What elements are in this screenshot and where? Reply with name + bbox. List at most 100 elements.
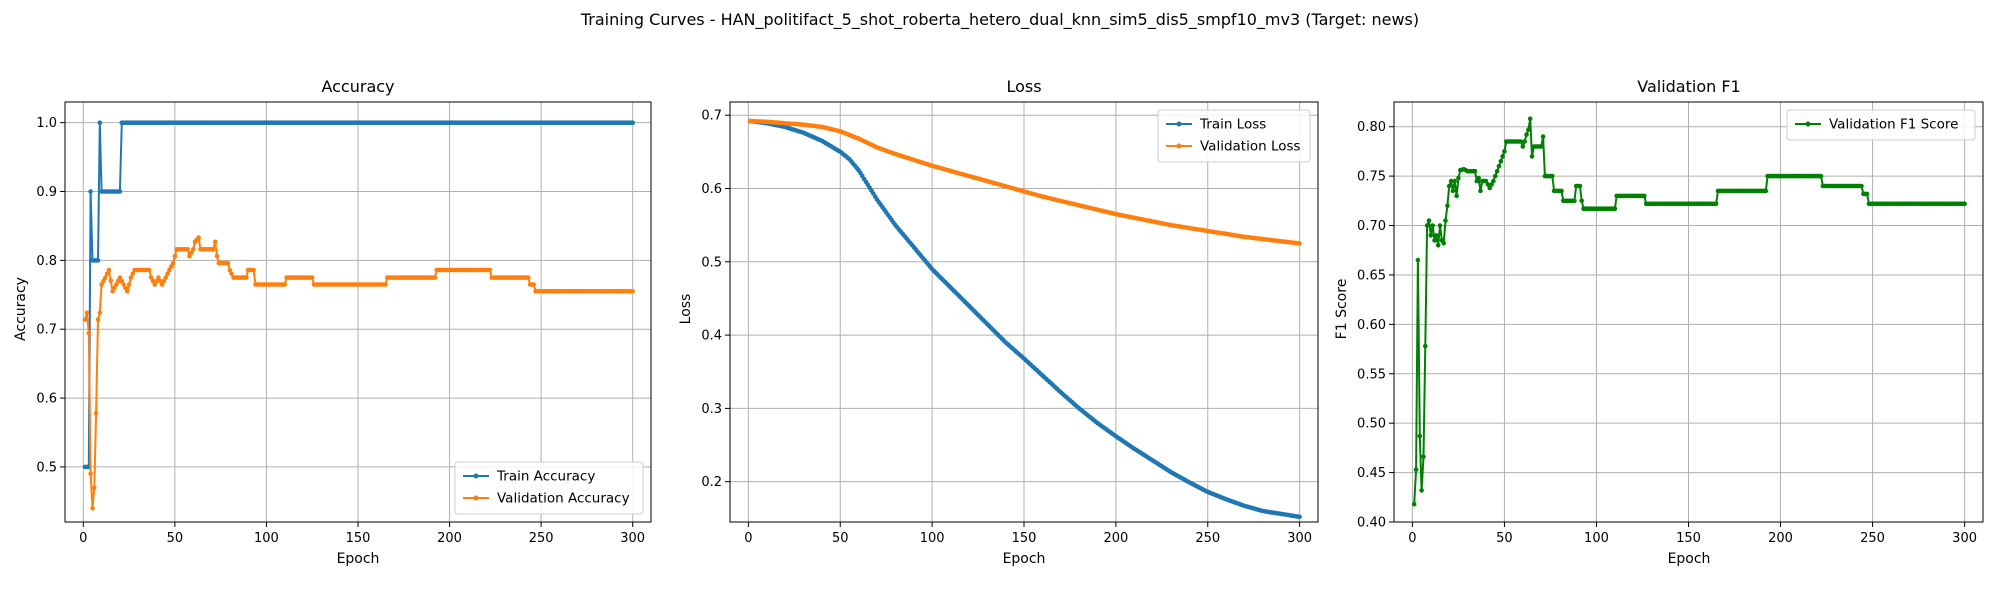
- accuracy-series-1-point: [214, 253, 220, 259]
- accuracy-series-1-point: [159, 282, 165, 287]
- accuracy-series-1-point: [112, 285, 117, 291]
- loss-legend-box: [1157, 109, 1311, 163]
- f1-series-0-point: [1962, 201, 1967, 207]
- accuracy-series-1-point: [212, 239, 218, 245]
- f1-series-0-point: [1452, 178, 1457, 184]
- accuracy-series-1-point: [170, 260, 176, 266]
- loss-panel: Loss Epoch Loss 0 50 100 150 200 250 300 0.2 0.3…: [678, 77, 1319, 567]
- accuracy-series-1-point: [104, 271, 110, 277]
- accuracy-series-1-point: [229, 271, 234, 277]
- f1-series-0-point: [1559, 188, 1564, 194]
- f1-series-0-point: [1550, 173, 1555, 179]
- accuracy-series-1-point: [168, 264, 174, 269]
- loss-legend-marker: [1176, 121, 1182, 127]
- accuracy-series-1-point: [148, 275, 154, 280]
- loss-xtick-label: 250: [1195, 531, 1220, 546]
- f1-ytick-label: 0.40: [1357, 516, 1386, 531]
- accuracy-series-1-point: [526, 275, 531, 280]
- f1-ytick-label: 0.45: [1357, 466, 1386, 481]
- loss-ytick-label: 0.5: [701, 255, 722, 270]
- accuracy-xtick-label: 150: [346, 531, 371, 546]
- f1-series-0-point: [1485, 182, 1491, 187]
- f1-series-0-point: [1421, 454, 1426, 460]
- f1-series-0-point: [1434, 233, 1439, 238]
- loss-series-0-line: [750, 120, 1300, 518]
- accuracy-series-0-point: [117, 189, 123, 194]
- accuracy-ytick-label: 1.0: [36, 116, 57, 131]
- f1-series-0-point: [1487, 185, 1492, 191]
- accuracy-series-1-point: [251, 267, 256, 273]
- f1-xtick-label: 0: [1408, 531, 1416, 546]
- f1-series-0-point: [1478, 188, 1483, 194]
- f1-series-0-point: [1424, 223, 1430, 228]
- f1-series-0-point: [1579, 198, 1584, 204]
- f1-series-0-point: [1529, 154, 1535, 159]
- accuracy-series-1-point: [103, 275, 108, 280]
- f1-series-0-point: [1417, 433, 1423, 439]
- accuracy-xtick-label: 100: [254, 531, 279, 546]
- loss-xtick-label: 150: [1012, 531, 1037, 546]
- accuracy-legend: Train Accuracy Validation Accuracy: [454, 461, 644, 515]
- loss-legend-label: Train Loss: [1199, 117, 1266, 133]
- f1-series-0-point: [1713, 201, 1719, 207]
- f1-series-0-point: [1419, 488, 1424, 493]
- f1-series-0-point: [1430, 223, 1435, 228]
- accuracy-series-1-point: [531, 282, 537, 287]
- accuracy-series-1-point: [630, 289, 635, 294]
- accuracy-series-1-point: [225, 260, 231, 266]
- accuracy-legend-box: [454, 461, 644, 515]
- f1-ytick-label: 0.80: [1357, 120, 1386, 135]
- loss-series-0-point: [1297, 514, 1302, 520]
- f1-legend-marker: [1805, 121, 1811, 127]
- f1-title: Validation F1: [1637, 77, 1740, 96]
- f1-series-0-point: [1492, 173, 1498, 179]
- f1-series-0-point: [1413, 467, 1419, 472]
- f1-ytick-label: 0.50: [1357, 417, 1386, 432]
- f1-series-0-point: [1612, 206, 1618, 211]
- loss-ytick-label: 0.7: [701, 109, 722, 124]
- f1-series-0-point: [1527, 116, 1533, 122]
- accuracy-legend-label: Train Accuracy: [496, 469, 595, 485]
- f1-series-0-point: [1423, 343, 1428, 349]
- accuracy-legend-marker: [473, 495, 479, 501]
- f1-series-0-point: [1476, 175, 1481, 181]
- accuracy-series-1-point: [99, 282, 104, 287]
- f1-ytick-label: 0.55: [1357, 367, 1386, 382]
- f1-ytick-label: 0.60: [1357, 318, 1386, 333]
- accuracy-series-1-point: [128, 275, 134, 280]
- accuracy-series-0-point: [95, 258, 101, 263]
- accuracy-series-1-point: [123, 285, 128, 291]
- accuracy-series-1-point: [196, 235, 201, 240]
- accuracy-series-1-point: [106, 267, 112, 273]
- f1-series-0-point: [1445, 203, 1450, 209]
- accuracy-series-0-point: [97, 120, 103, 125]
- loss-xtick-label: 300: [1287, 531, 1312, 546]
- f1-legend-label: Validation F1 Score: [1829, 117, 1958, 133]
- f1-legend: Validation F1 Score: [1786, 109, 1976, 141]
- f1-series-0-point: [1524, 132, 1529, 137]
- loss-plot-frame: [729, 101, 1319, 523]
- accuracy-series-1-point: [211, 247, 216, 252]
- accuracy-series-1-point: [432, 275, 438, 280]
- f1-series-0-point: [1572, 198, 1577, 204]
- f1-xtick-label: 200: [1768, 531, 1793, 546]
- f1-xtick-label: 250: [1860, 531, 1885, 546]
- f1-series-0-point: [1500, 154, 1505, 159]
- accuracy-series-1-point: [185, 247, 190, 252]
- f1-xtick-label: 150: [1676, 531, 1701, 546]
- accuracy-series-1-point: [97, 310, 103, 316]
- accuracy-series-1-point: [95, 317, 101, 322]
- accuracy-series-1-point: [84, 310, 90, 316]
- accuracy-xtick-label: 250: [529, 531, 554, 546]
- f1-series-0-point: [1522, 139, 1527, 144]
- f1-ylabel: F1 Score: [1334, 279, 1350, 340]
- f1-series-0-point: [1441, 241, 1446, 246]
- accuracy-xtick-label: 300: [620, 531, 645, 546]
- accuracy-series-1-point: [115, 278, 121, 284]
- accuracy-series-1-point: [156, 275, 161, 280]
- loss-legend: Train Loss Validation Loss: [1157, 109, 1311, 163]
- f1-series-0-point: [1426, 218, 1432, 223]
- f1-series-0-point: [1432, 238, 1437, 243]
- loss-series-1-point: [1297, 241, 1302, 246]
